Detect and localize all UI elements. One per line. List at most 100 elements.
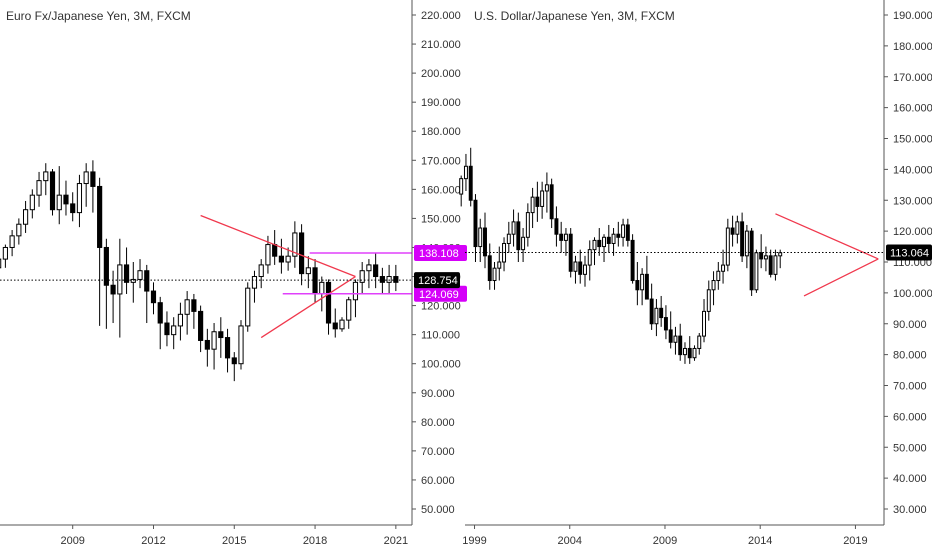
candle: [673, 326, 678, 355]
candle: [2, 244, 8, 268]
candle: [0, 258, 2, 269]
candle: [103, 238, 109, 329]
candle: [245, 282, 251, 332]
trendline[interactable]: [775, 213, 879, 260]
candle: [587, 240, 592, 281]
x-tick-label: 2021: [384, 535, 408, 547]
level-price-label: 138.108: [419, 248, 459, 260]
candle: [251, 270, 258, 303]
trendline[interactable]: [200, 214, 356, 278]
y-tick-label: 70.000: [421, 446, 455, 458]
eurjpy-title: Euro Fx/Japanese Yen, 3M, FXCM: [6, 9, 191, 23]
eurjpy-price-axis[interactable]: 220.000 210.000 200.000 190.000 180.000 170.0…: [411, 0, 461, 525]
candle: [530, 187, 535, 229]
candle: [97, 177, 103, 326]
usdjpy-candles: [459, 147, 783, 364]
x-tick-label: 1999: [462, 535, 486, 547]
candle: [305, 256, 311, 289]
candle: [516, 212, 521, 262]
candle: [678, 323, 683, 361]
candle: [640, 268, 645, 306]
y-tick-label: 170.000: [893, 72, 932, 84]
candle: [483, 212, 487, 269]
eurjpy-candles: [0, 160, 399, 382]
candle: [352, 279, 359, 318]
candle: [164, 311, 170, 347]
usdjpy-price-axis[interactable]: 190.000 180.000 170.000 160.000 150.000 140.0…: [883, 0, 932, 525]
candle: [525, 203, 530, 247]
x-tick-label: 2019: [843, 535, 867, 547]
candle: [492, 262, 497, 290]
y-tick-label: 140.000: [893, 164, 932, 176]
candle: [16, 218, 22, 245]
candle: [468, 147, 473, 207]
trendline[interactable]: [803, 258, 879, 297]
x-tick-label: 2015: [222, 535, 246, 547]
candle: [554, 206, 559, 247]
candle: [258, 259, 264, 289]
candle: [325, 279, 332, 335]
candle: [692, 345, 697, 361]
candle: [654, 299, 659, 337]
last-price-badge: 128.754: [414, 272, 460, 289]
candle: [70, 192, 76, 222]
usdjpy-time-axis[interactable]: 1999 2004 2009 2014 2019: [462, 524, 884, 547]
candle: [721, 249, 726, 284]
last-price-badge: 113.064: [886, 244, 932, 261]
candle: [535, 181, 540, 222]
candle: [231, 352, 237, 382]
candle: [137, 259, 143, 289]
candle: [573, 255, 578, 284]
y-tick-label: 190.000: [421, 97, 461, 109]
candle: [616, 221, 621, 247]
y-tick-label: 40.000: [893, 473, 927, 485]
level-price-label: 124.069: [419, 289, 459, 301]
candle: [393, 264, 399, 292]
y-tick-label: 50.000: [893, 442, 927, 454]
y-tick-label: 80.000: [893, 350, 927, 362]
candle: [606, 224, 611, 253]
candle: [373, 253, 379, 289]
candle: [687, 336, 692, 364]
candle: [110, 270, 116, 324]
y-tick-label: 180.000: [421, 126, 461, 138]
y-tick-label: 120.000: [421, 301, 461, 313]
candle: [459, 175, 464, 207]
candle: [544, 172, 549, 213]
y-tick-label: 120.000: [893, 226, 932, 238]
candle: [735, 215, 740, 244]
candle: [754, 249, 759, 293]
trendline[interactable]: [260, 275, 356, 339]
candle: [224, 328, 231, 373]
candle: [218, 317, 224, 358]
candle: [711, 271, 716, 306]
y-tick-label: 150.000: [893, 134, 932, 146]
usdjpy-chart[interactable]: U.S. Dollar/Japanese Yen, 3M, FXCM 190.0…: [459, 0, 932, 547]
y-tick-label: 50.000: [421, 504, 455, 516]
y-tick-label: 180.000: [893, 41, 932, 53]
level-price-badge: 138.108: [414, 244, 467, 261]
candle: [9, 230, 15, 257]
candle: [559, 221, 564, 253]
candle: [76, 174, 83, 228]
y-tick-label: 60.000: [893, 411, 927, 423]
candle: [379, 267, 385, 294]
candle: [716, 262, 721, 290]
candle: [191, 293, 197, 329]
candle: [339, 317, 345, 332]
candle: [644, 255, 649, 300]
candle: [359, 262, 365, 294]
candle: [123, 247, 130, 294]
candle: [768, 249, 773, 278]
candle: [773, 249, 778, 281]
candle: [117, 238, 123, 338]
candle: [702, 299, 706, 343]
x-tick-label: 2018: [303, 535, 327, 547]
eurjpy-time-axis[interactable]: 2009 2012 2015 2018 2021: [0, 524, 412, 547]
candle: [177, 302, 184, 341]
eurjpy-chart[interactable]: Euro Fx/Japanese Yen, 3M, FXCM 220.000 21…: [0, 0, 467, 547]
y-tick-label: 90.000: [893, 319, 927, 331]
candle: [312, 259, 318, 303]
candle: [583, 255, 587, 287]
